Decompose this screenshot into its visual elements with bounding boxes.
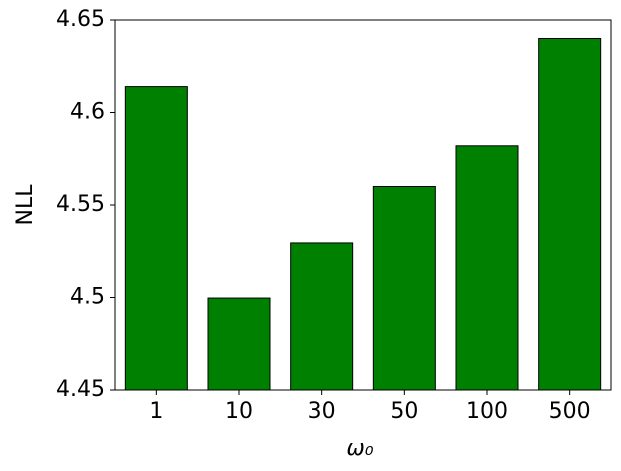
x-axis-label: ω₀ [346,436,373,461]
x-tick-label: 50 [390,399,418,424]
bar [372,186,436,391]
x-tick-label: 30 [308,399,336,424]
bar [207,297,271,391]
y-tick-label: 4.5 [70,285,105,310]
bar [290,242,354,391]
bar [455,145,519,391]
x-tick-label: 10 [225,399,253,424]
bar [124,86,188,391]
y-tick-label: 4.6 [70,100,105,125]
x-tick-label: 100 [466,399,508,424]
bar [538,38,602,391]
y-tick-label: 4.65 [56,7,105,32]
y-tick-label: 4.45 [56,377,105,402]
x-tick-label: 500 [549,399,591,424]
plot-frame [114,19,612,391]
y-axis-label: NLL [13,184,38,226]
y-tick-label: 4.55 [56,192,105,217]
x-tick-label: 1 [149,399,163,424]
